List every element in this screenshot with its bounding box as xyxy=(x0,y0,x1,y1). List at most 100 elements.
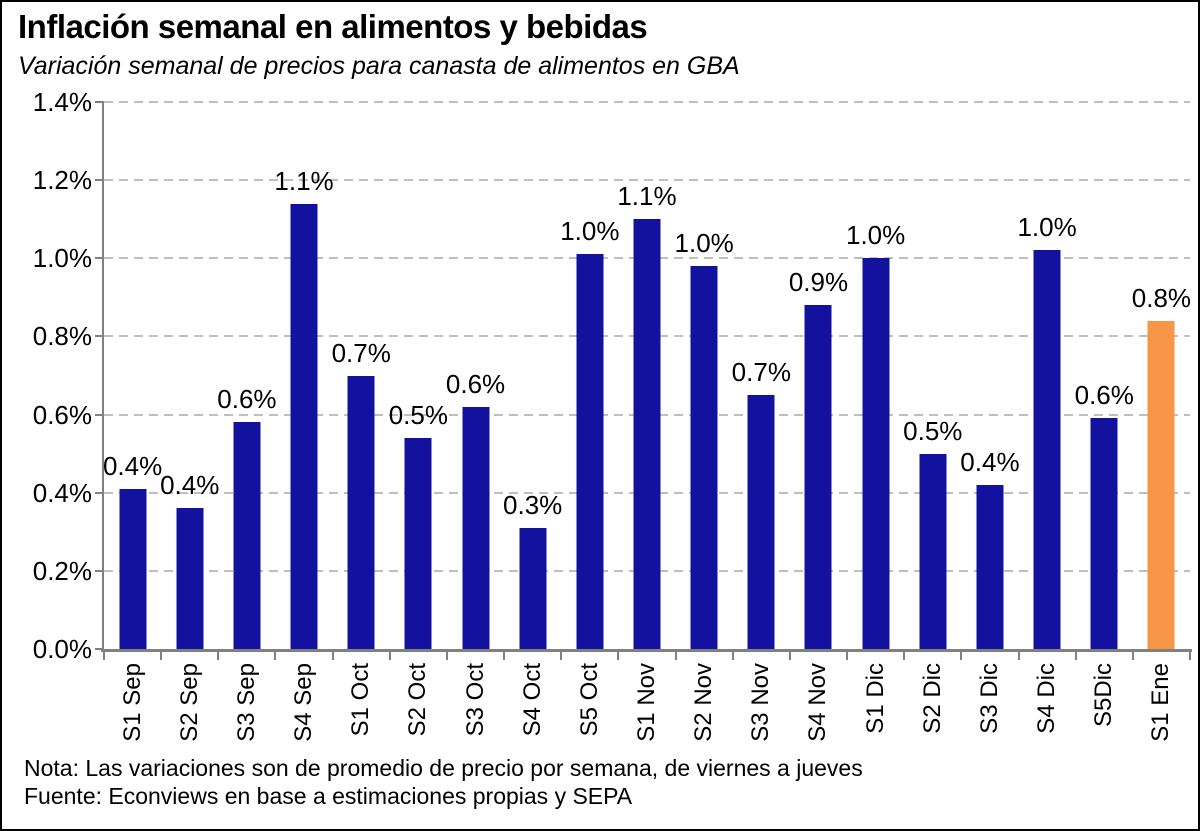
bar-value-label: 1.0% xyxy=(1017,212,1077,243)
bar-slot: 1.0% xyxy=(560,102,620,649)
x-axis-label: S1 Sep xyxy=(118,663,146,742)
bar-slot: 0.4% xyxy=(160,102,219,649)
x-axis-label: S2 Nov xyxy=(690,663,718,742)
chart-source: Fuente: Econviews en base a estimaciones… xyxy=(24,783,633,809)
bar-s1-oct xyxy=(347,375,375,649)
x-axis-tick xyxy=(503,651,506,660)
x-axis-label: S4 Nov xyxy=(804,663,832,742)
x-axis-tick xyxy=(560,651,563,660)
bar-s1-nov xyxy=(633,219,661,649)
bar-slot: 1.1% xyxy=(274,102,334,649)
bar-s3-sep xyxy=(233,422,261,649)
y-axis-tick xyxy=(95,335,104,338)
x-axis-label: S4 Sep xyxy=(290,663,318,742)
x-axis-tick xyxy=(274,651,277,660)
bar-s4-oct xyxy=(519,527,547,649)
bar-value-label: 0.6% xyxy=(1074,380,1134,411)
y-axis-tick xyxy=(95,257,104,260)
bar-value-label: 0.6% xyxy=(217,384,277,415)
bar-slot: 0.7% xyxy=(331,102,391,649)
bar-slot: 1.0% xyxy=(675,102,734,649)
bar-value-label: 0.7% xyxy=(731,357,791,388)
y-axis-label: 1.0% xyxy=(32,243,92,274)
bar-value-label: 1.1% xyxy=(274,165,334,196)
x-axis-label: S2 Oct xyxy=(404,663,432,737)
bar-s4-sep xyxy=(290,203,318,649)
x-axis-tick xyxy=(160,651,163,660)
bar-value-label: 1.0% xyxy=(560,216,620,247)
bar-slot: 0.5% xyxy=(903,102,963,649)
y-axis-line xyxy=(102,102,104,651)
x-axis-label: S5Dic xyxy=(1090,663,1118,728)
bar-s2-oct xyxy=(404,438,432,649)
x-axis-label: S5 Oct xyxy=(575,663,603,737)
gridline xyxy=(104,101,1190,103)
x-axis-label: S3 Nov xyxy=(747,663,775,742)
bar-value-label: 1.1% xyxy=(617,181,677,212)
bar-slot: 1.0% xyxy=(1017,102,1077,649)
bar-slot: 0.5% xyxy=(389,102,448,649)
x-axis-tick xyxy=(903,651,906,660)
bar-s2-dic xyxy=(919,453,947,649)
x-axis-tick xyxy=(217,651,220,660)
bar-s1-ene xyxy=(1147,320,1175,649)
x-axis-label: S2 Sep xyxy=(175,663,203,742)
bar-slot: 1.1% xyxy=(617,102,677,649)
bar-value-label: 0.7% xyxy=(331,337,391,368)
x-axis-label: S3 Sep xyxy=(232,663,260,742)
y-axis-tick xyxy=(95,648,104,650)
x-axis-label: S3 Oct xyxy=(461,663,489,737)
chart-title: Inflación semanal en alimentos y bebidas xyxy=(18,8,648,45)
bar-slot: 0.6% xyxy=(217,102,277,649)
y-axis-tick xyxy=(95,179,104,182)
bar-s4-dic xyxy=(1033,250,1061,649)
y-axis-tick xyxy=(95,101,104,103)
x-axis-label: S3 Dic xyxy=(975,663,1003,734)
x-axis-label: S1 Ene xyxy=(1147,663,1175,742)
x-axis-label: S4 Oct xyxy=(518,663,546,737)
bar-slot: 0.4% xyxy=(960,102,1020,649)
bar-value-label: 0.4% xyxy=(960,446,1020,477)
bar-s3-oct xyxy=(462,406,490,649)
x-axis-label: S1 Dic xyxy=(861,663,889,734)
x-axis-tick xyxy=(331,651,334,660)
bar-value-label: 0.9% xyxy=(788,267,849,298)
bar-slot: 0.7% xyxy=(731,102,791,649)
y-axis-tick xyxy=(95,569,104,572)
x-axis-label: S1 Nov xyxy=(632,663,660,742)
bar-s1-dic xyxy=(862,258,890,649)
bar-s3-dic xyxy=(976,484,1004,649)
chart-subtitle: Variación semanal de precios para canast… xyxy=(18,52,740,80)
bar-value-label: 0.5% xyxy=(903,415,963,446)
y-axis-label: 1.4% xyxy=(32,87,92,117)
x-axis-line xyxy=(101,649,1192,652)
x-axis-tick xyxy=(788,651,791,660)
y-axis-label: 1.2% xyxy=(32,165,92,196)
y-axis-label: 0.8% xyxy=(32,321,92,352)
bar-s5-oct xyxy=(576,254,604,649)
x-axis-tick xyxy=(1074,651,1077,660)
y-axis-label: 0.0% xyxy=(32,634,92,664)
bar-s1-sep xyxy=(119,488,147,649)
y-axis-tick xyxy=(95,491,104,494)
x-axis-tick xyxy=(960,651,963,660)
x-axis-tick xyxy=(846,651,849,660)
bar-value-label: 0.3% xyxy=(503,489,563,520)
bar-slot: 0.8% xyxy=(1131,102,1192,649)
x-axis-tick xyxy=(674,651,677,660)
bar-s2-sep xyxy=(176,508,204,649)
x-axis-tick xyxy=(731,651,734,660)
bar-value-label: 0.4% xyxy=(102,450,163,481)
plot-area: 0.4% 0.4% 0.6% 1.1% 0.7% 0.5% 0.6% 0.3% 1.0% 1.1%… xyxy=(95,101,1192,660)
y-axis-label: 0.4% xyxy=(32,477,92,508)
bar-s4-nov xyxy=(804,305,832,649)
bar-slot: 0.9% xyxy=(788,102,849,649)
x-axis-tick xyxy=(617,651,620,660)
y-axis-label: 0.2% xyxy=(32,555,92,586)
x-axis-tick xyxy=(445,651,448,660)
x-axis-tick xyxy=(1189,651,1191,660)
gridline xyxy=(104,179,1190,182)
x-axis-label: S1 Oct xyxy=(347,663,375,737)
bar-value-label: 0.8% xyxy=(1131,282,1192,313)
